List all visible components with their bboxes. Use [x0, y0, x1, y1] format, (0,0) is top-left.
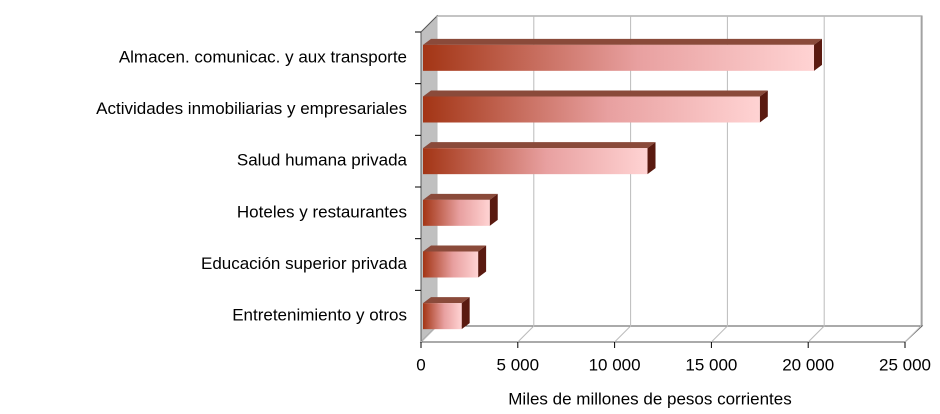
- y-tick-label: Salud humana privada: [237, 151, 408, 170]
- bar: [423, 96, 760, 123]
- floor: [419, 325, 924, 343]
- bar-end: [489, 193, 498, 226]
- y-tick-label: Educación superior privada: [201, 254, 408, 273]
- x-tick-label: 10 000: [589, 355, 641, 374]
- bar: [423, 199, 490, 226]
- bar-end: [814, 38, 823, 71]
- y-tick-label: Entretenimiento y otros: [232, 306, 407, 325]
- bar-end: [759, 90, 768, 123]
- x-tick-label: 5 000: [497, 355, 540, 374]
- y-tick-label: Almacen. comunicac. y aux transporte: [119, 47, 407, 66]
- bar-top: [423, 142, 656, 149]
- x-tick-label: 20 000: [782, 355, 834, 374]
- grid-line: [517, 325, 535, 343]
- y-tick-label: Actividades inmobiliarias y empresariale…: [96, 99, 407, 118]
- grid-line: [807, 325, 825, 343]
- bar-end: [647, 142, 656, 175]
- bar-end: [478, 245, 487, 278]
- grid-line: [904, 325, 922, 343]
- x-axis-title: Miles de millones de pesos corrientes: [508, 389, 791, 408]
- bar-top: [423, 297, 470, 304]
- x-tick-label: 15 000: [685, 355, 737, 374]
- bar-top: [423, 90, 768, 97]
- bar: [423, 44, 815, 71]
- bar-top: [423, 38, 823, 45]
- y-tick-label: Hoteles y restaurantes: [237, 202, 407, 221]
- x-tick-label: 25 000: [879, 355, 931, 374]
- x-tick-label: 0: [416, 355, 425, 374]
- bar: [423, 303, 462, 330]
- grid-line: [614, 325, 631, 343]
- bar: [423, 251, 479, 278]
- grid-line: [711, 325, 728, 343]
- bar-top: [423, 245, 487, 252]
- bar: [423, 148, 648, 175]
- bar-top: [423, 193, 498, 200]
- bar-end: [461, 297, 470, 330]
